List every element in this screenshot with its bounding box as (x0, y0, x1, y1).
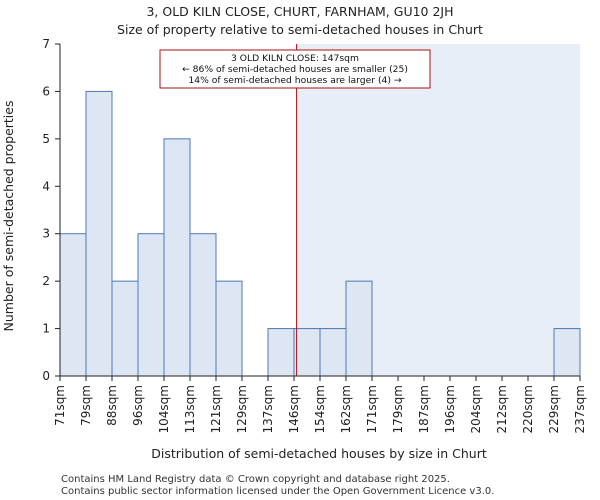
y-tick-label-1: 1 (42, 322, 50, 336)
annotation-box (159, 49, 431, 89)
y-tick-label-2: 2 (42, 274, 50, 288)
x-tick-label-104sqm: 104sqm (157, 385, 171, 433)
bar-154sqm (319, 328, 347, 377)
x-tick-label-146sqm: 146sqm (287, 385, 301, 433)
x-tick-label-196sqm: 196sqm (443, 385, 457, 433)
x-tick-label-162sqm: 162sqm (339, 385, 353, 433)
annotation-line-3: 14% of semi-detached houses are larger (… (188, 75, 401, 86)
x-tick-label-154sqm: 154sqm (313, 385, 327, 433)
y-tick-label-3: 3 (42, 227, 50, 241)
annotation-line-1: 3 OLD KILN CLOSE: 147sqm (231, 53, 359, 64)
bar-113sqm (189, 233, 217, 377)
x-tick-label-212sqm: 212sqm (495, 385, 509, 433)
x-tick-label-204sqm: 204sqm (469, 385, 483, 433)
bar-229sqm (553, 328, 581, 377)
bar-121sqm (215, 280, 243, 377)
bar-96sqm (137, 233, 165, 377)
y-tick-label-4: 4 (42, 179, 50, 193)
x-tick-label-237sqm: 237sqm (573, 385, 587, 433)
y-tick-label-5: 5 (42, 132, 50, 146)
footer-licence: Contains public sector information licen… (61, 486, 494, 497)
x-tick-label-137sqm: 137sqm (261, 385, 275, 433)
x-tick-label-229sqm: 229sqm (547, 385, 561, 433)
bar-137sqm (267, 328, 295, 377)
larger-region-highlight (296, 44, 580, 376)
x-tick-label-179sqm: 179sqm (391, 385, 405, 433)
bar-162sqm (345, 280, 373, 377)
bar-146sqm (293, 328, 321, 377)
x-tick-label-113sqm: 113sqm (183, 385, 197, 433)
chart-subtitle: Size of property relative to semi-detach… (117, 22, 483, 37)
plot-area: 0 1 2 3 4 5 6 7 71sqm 79sqm 88sqm 96sqm 104sqm 113sqm… (42, 37, 587, 433)
y-tick-label-6: 6 (42, 84, 50, 98)
bar-79sqm (85, 90, 113, 377)
x-tick-label-220sqm: 220sqm (521, 385, 535, 433)
y-tick-label-7: 7 (42, 37, 50, 51)
x-tick-label-171sqm: 171sqm (365, 385, 379, 433)
x-tick-label-96sqm: 96sqm (131, 385, 145, 426)
y-axis-label: Number of semi-detached properties (1, 101, 16, 332)
x-tick-label-79sqm: 79sqm (79, 385, 93, 426)
x-axis-label: Distribution of semi-detached houses by … (151, 446, 487, 461)
x-tick-label-129sqm: 129sqm (235, 385, 249, 433)
footer-copyright: Contains HM Land Registry data © Crown c… (61, 474, 450, 485)
annotation-line-2: ← 86% of semi-detached houses are smalle… (182, 64, 408, 75)
chart-title: 3, OLD KILN CLOSE, CHURT, FARNHAM, GU10 … (146, 4, 453, 19)
bar-104sqm (163, 138, 191, 377)
x-tick-label-121sqm: 121sqm (209, 385, 223, 433)
bar-71sqm (59, 233, 87, 377)
x-tick-label-187sqm: 187sqm (417, 385, 431, 433)
x-tick-label-88sqm: 88sqm (105, 385, 119, 426)
y-tick-label-0: 0 (42, 369, 50, 383)
x-tick-label-71sqm: 71sqm (53, 385, 67, 426)
bar-88sqm (111, 280, 139, 377)
